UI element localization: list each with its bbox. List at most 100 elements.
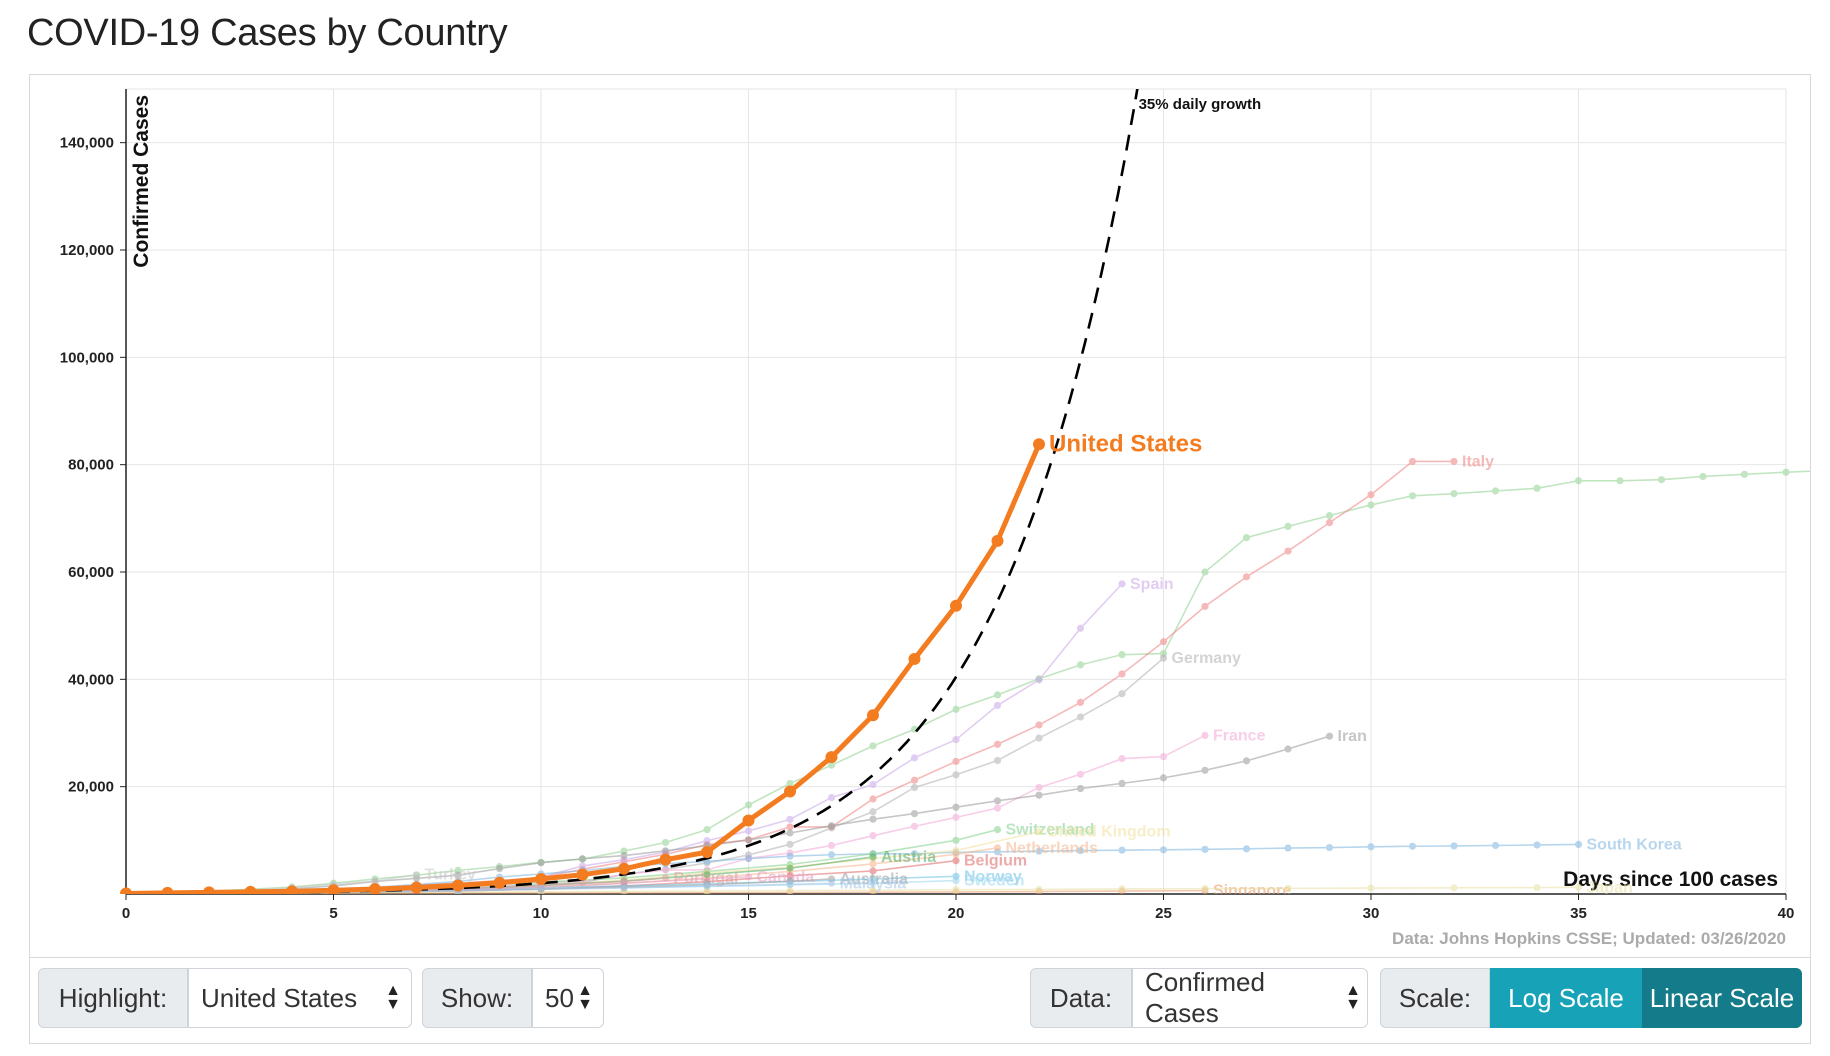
reference-line-label: 35% daily growth: [1139, 96, 1262, 113]
controls-bar: Highlight: United States ▲ ▼ Show: 50 ▲ ▼ …: [29, 958, 1811, 1044]
data-point: [1242, 534, 1251, 542]
data-point: [1491, 841, 1500, 850]
data-point: [827, 761, 836, 769]
data-point: [993, 701, 1002, 710]
data-select-value: Confirmed Cases: [1145, 967, 1265, 1028]
source-note: Data: Johns Hopkins CSSE; Updated: 03/26…: [1392, 929, 1786, 948]
data-point: [537, 859, 545, 867]
data-point: [1284, 547, 1292, 555]
data-point: [1491, 487, 1500, 495]
data-point: [786, 815, 794, 823]
data-point: [869, 742, 877, 750]
data-point: [1533, 841, 1541, 849]
highlight-series-label: United States: [1049, 430, 1202, 457]
highlight-data-point: [784, 785, 796, 798]
data-point: [952, 876, 960, 885]
data-point: [537, 885, 545, 893]
data-point: [827, 841, 836, 850]
linear-scale-button[interactable]: Linear Scale: [1642, 968, 1802, 1028]
x-tick-label: 20: [948, 905, 965, 922]
highlight-select[interactable]: United States ▲ ▼: [188, 968, 412, 1028]
data-point: [993, 740, 1002, 748]
data-point: [1782, 468, 1790, 476]
data-point: [786, 880, 794, 888]
highlight-data-point: [410, 881, 423, 894]
data-point: [1574, 840, 1583, 849]
data-point: [1201, 766, 1209, 774]
data-point: [1574, 883, 1583, 891]
data-point: [1201, 885, 1209, 893]
highlight-data-point: [535, 872, 547, 885]
data-point: [703, 826, 711, 834]
data-point: [744, 836, 753, 844]
data-point: [827, 822, 836, 830]
data-point: [827, 851, 836, 859]
data-point: [1201, 602, 1209, 610]
data-point: [1118, 580, 1126, 588]
data-point: [744, 827, 753, 835]
series-line: [125, 735, 1330, 894]
data-point: [703, 837, 711, 845]
highlight-data-point: [908, 652, 921, 665]
data-point: [1408, 492, 1417, 500]
data-point: [786, 852, 794, 860]
data-point: [1450, 457, 1458, 466]
highlight-label: Highlight:: [38, 968, 188, 1028]
data-point: [1367, 884, 1375, 892]
data-point: [827, 879, 836, 887]
data-point: [661, 866, 670, 874]
data-point: [952, 705, 960, 713]
data-point: [1201, 568, 1209, 576]
highlight-data-point: [369, 883, 381, 894]
data-point: [578, 855, 587, 863]
data-point: [1657, 476, 1666, 484]
y-tick-label: 20,000: [68, 779, 114, 796]
series-label: Norway: [964, 868, 1022, 885]
y-tick-label: 60,000: [68, 564, 114, 581]
select-arrows-icon: ▲ ▼: [1345, 982, 1361, 1013]
data-point: [1076, 698, 1085, 707]
data-point: [1159, 774, 1168, 782]
data-point: [1325, 519, 1334, 527]
data-point: [869, 860, 877, 868]
highlight-data-point: [950, 599, 962, 612]
series-label: Turkey: [425, 867, 476, 884]
data-point: [1076, 847, 1085, 855]
highlight-data-point: [825, 751, 838, 764]
series-label: Sweden: [964, 873, 1024, 890]
data-point: [952, 771, 960, 779]
show-select[interactable]: 50 ▲ ▼: [532, 968, 604, 1028]
data-point: [620, 884, 628, 892]
x-tick-label: 35: [1570, 905, 1587, 922]
page-title: COVID-19 Cases by Country: [27, 12, 508, 54]
log-scale-button[interactable]: Log Scale: [1490, 968, 1642, 1028]
plot-area: ChinaItalySpainGermanyFranceIranSouth Ko…: [120, 89, 1810, 900]
reference-growth-line: [125, 89, 1139, 894]
data-point: [1035, 885, 1043, 894]
data-point: [786, 864, 794, 872]
data-point: [869, 879, 877, 887]
highlight-data-point: [120, 887, 132, 894]
y-tick-label: 40,000: [68, 671, 114, 688]
data-point: [786, 872, 794, 880]
data-point: [1408, 457, 1417, 466]
chart-svg: 0 5 10 15 20 25 30 35 40 20,000 40,000 60,000 80,000…: [60, 88, 1810, 948]
y-tick-label: 100,000: [60, 349, 114, 366]
data-point: [1367, 491, 1375, 499]
series-highlight: United States: [120, 430, 1202, 894]
highlight-data-point: [1033, 438, 1045, 451]
data-point: [952, 886, 960, 894]
data-point: [910, 783, 919, 792]
x-axis-label: Days since 100 cases: [1563, 868, 1778, 891]
data-point: [1159, 654, 1168, 662]
data-point: [993, 844, 1002, 852]
data-point: [1159, 846, 1168, 854]
data-select[interactable]: Confirmed Cases ▲ ▼: [1132, 967, 1368, 1028]
series-label: Netherlands: [1006, 840, 1099, 857]
data-point: [1450, 490, 1458, 498]
data-point: [454, 871, 462, 879]
x-tick-label: 15: [740, 905, 757, 922]
series-label: Singapore: [1213, 883, 1291, 900]
data-point: [1450, 884, 1458, 892]
data-point: [910, 776, 919, 784]
